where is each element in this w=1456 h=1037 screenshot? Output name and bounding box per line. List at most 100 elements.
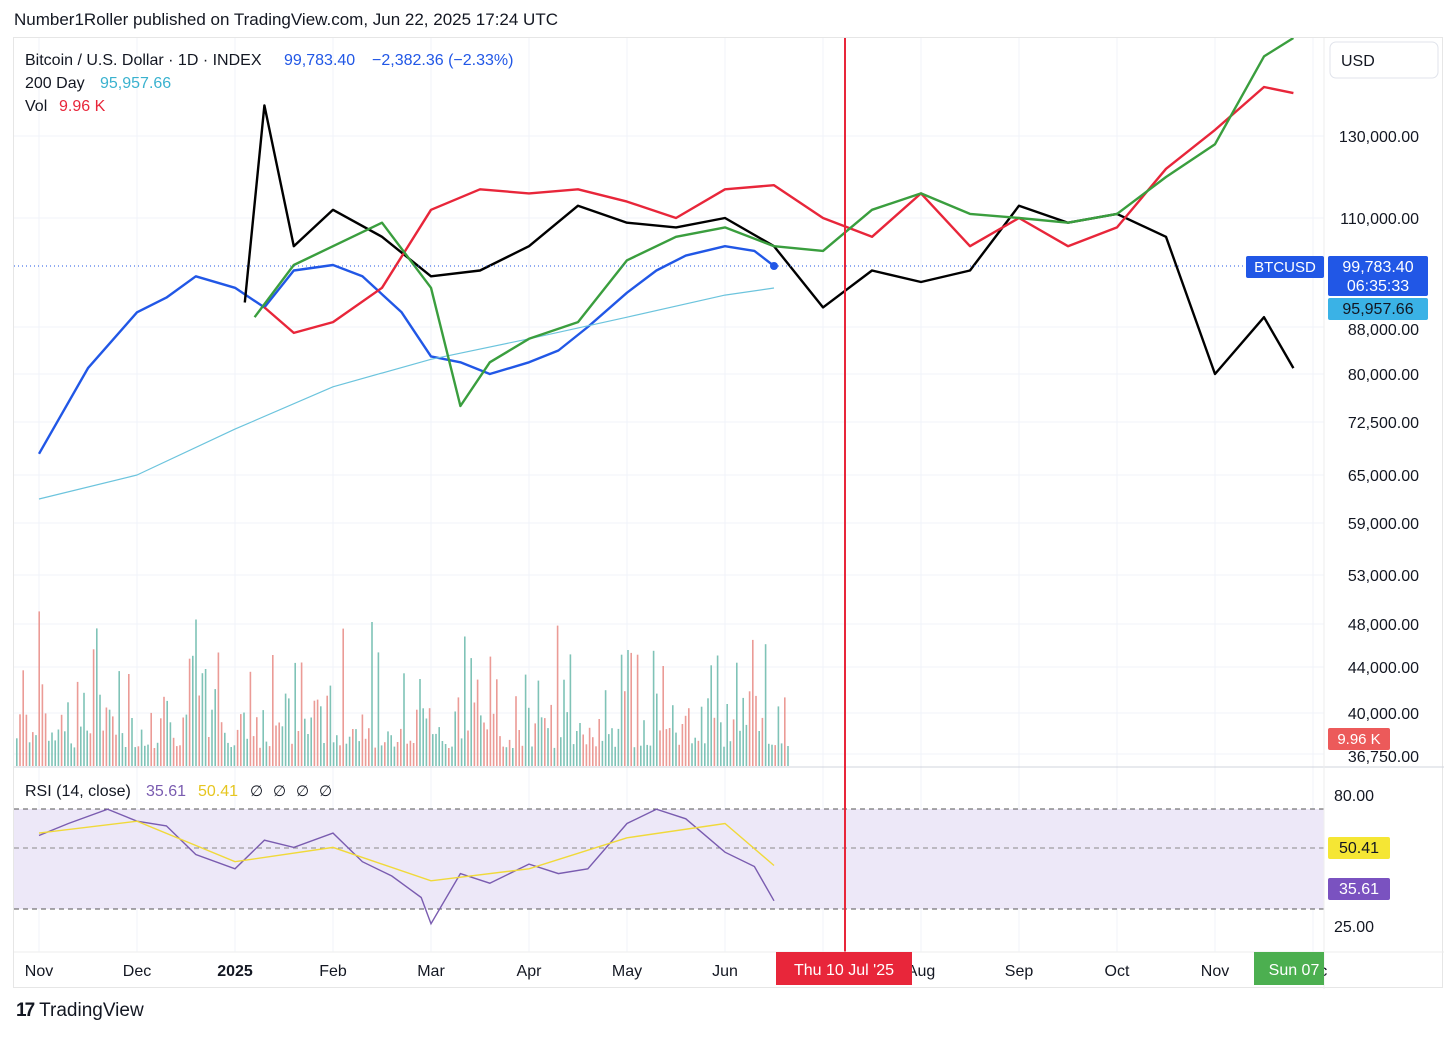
volume-bar bbox=[646, 744, 648, 766]
volume-bar bbox=[28, 742, 31, 766]
volume-bar bbox=[688, 708, 690, 766]
volume-bar bbox=[252, 736, 255, 766]
volume-bar bbox=[121, 733, 124, 766]
volume-bar bbox=[153, 748, 156, 766]
volume-bar bbox=[313, 700, 316, 766]
volume-bar bbox=[720, 722, 722, 766]
tradingview-logo-icon: 17 bbox=[16, 1000, 35, 1021]
volume-bar bbox=[550, 704, 552, 766]
footer-branding: 17 TradingView bbox=[16, 1000, 144, 1022]
volume-bar bbox=[352, 729, 354, 766]
time-tick-label: Sep bbox=[1005, 963, 1034, 980]
volume-bar bbox=[444, 744, 447, 766]
time-tick-label: Oct bbox=[1105, 963, 1130, 980]
volume-bar bbox=[710, 665, 712, 766]
volume-bar bbox=[691, 743, 693, 766]
volume-bar bbox=[105, 707, 108, 766]
price-axis[interactable]: 130,000.00 110,000.00 80,000.00 72,500.00 65… bbox=[1339, 129, 1419, 766]
volume-bar bbox=[748, 691, 751, 766]
volume-bar bbox=[422, 708, 424, 766]
price-badge: 99,783.40 06:35:33 bbox=[1328, 256, 1428, 296]
volume-bar bbox=[288, 698, 290, 766]
price-tick-label: 36,750.00 bbox=[1348, 749, 1419, 766]
chart-canvas[interactable]: Bitcoin / U.S. Dollar · 1D · INDEX 99,78… bbox=[14, 36, 1444, 989]
volume-bar bbox=[185, 714, 188, 766]
volume-bar bbox=[188, 658, 191, 766]
volume-bar bbox=[563, 679, 565, 766]
volume-bar bbox=[342, 628, 344, 766]
volume-bar bbox=[681, 724, 684, 766]
volume-bar bbox=[323, 743, 325, 766]
volume-badge: 9.96 K bbox=[1328, 728, 1390, 750]
rsi-legend-extra-1: ∅ bbox=[250, 783, 263, 800]
currency-label: USD bbox=[1341, 53, 1375, 70]
volume-bar bbox=[70, 743, 72, 766]
volume-bar bbox=[326, 695, 328, 766]
volume-bar bbox=[380, 745, 383, 766]
volume-bar bbox=[48, 740, 50, 766]
volume-bar bbox=[80, 726, 82, 766]
volume-bar bbox=[611, 728, 613, 766]
volume-bar bbox=[448, 748, 450, 766]
volume-bar bbox=[540, 717, 543, 766]
volume-bar bbox=[579, 723, 581, 766]
rsi-legend-extra-3: ∅ bbox=[296, 783, 309, 800]
rsi-lines bbox=[38, 808, 775, 926]
volume-bar bbox=[432, 734, 434, 766]
volume-bar bbox=[169, 722, 172, 766]
volume-bar bbox=[569, 654, 572, 766]
time-axis[interactable]: NovDec2025FebMarAprMayJunJulAugSepOctNov… bbox=[25, 963, 1327, 980]
volume-bar bbox=[176, 746, 178, 766]
volume-bar bbox=[441, 741, 444, 766]
price-tick-label: 65,000.00 bbox=[1348, 468, 1419, 485]
volume-bar bbox=[636, 654, 639, 766]
volume-bar bbox=[592, 737, 594, 766]
volume-bar bbox=[582, 734, 584, 766]
volume-bar bbox=[771, 744, 773, 766]
time-tick-label: Dec bbox=[123, 963, 151, 980]
currency-button[interactable]: USD bbox=[1329, 41, 1439, 79]
volume-bar bbox=[32, 732, 34, 766]
price-tick-label: 88,000.00 bbox=[1348, 322, 1419, 339]
time-tick-label: 2025 bbox=[217, 963, 253, 980]
volume-bar bbox=[534, 723, 536, 766]
rsi-tick-label: 25.00 bbox=[1334, 919, 1374, 936]
volume-bar bbox=[96, 628, 98, 766]
price-tick-label: 40,000.00 bbox=[1348, 706, 1419, 723]
volume-bar bbox=[86, 730, 88, 766]
rsi-band bbox=[14, 809, 1324, 909]
volume-bar bbox=[544, 718, 546, 766]
volume-bar bbox=[336, 735, 338, 766]
volume-bar bbox=[332, 742, 335, 766]
volume-bar bbox=[348, 736, 351, 766]
volume-bar bbox=[649, 745, 652, 766]
volume-bar bbox=[508, 739, 511, 766]
volume-bar bbox=[156, 742, 159, 766]
volume-bar bbox=[483, 722, 485, 766]
volume-bar bbox=[531, 746, 533, 766]
volume-bar bbox=[396, 742, 399, 766]
volume-bar bbox=[684, 715, 687, 766]
volume-bar bbox=[358, 741, 360, 766]
series-line-200-day bbox=[38, 287, 775, 500]
volume-bar bbox=[224, 732, 226, 766]
volume-bar bbox=[678, 744, 680, 766]
volume-bar bbox=[499, 736, 501, 766]
volume-bar bbox=[150, 712, 152, 766]
volume-bar bbox=[435, 733, 437, 766]
legend-price: 99,783.40 bbox=[284, 52, 355, 69]
volume-bar bbox=[732, 719, 735, 766]
rsi-legend-extra-2: ∅ bbox=[273, 783, 286, 800]
vertical-marker-badge: Thu 10 Jul '25 bbox=[776, 952, 912, 985]
volume-bar bbox=[179, 745, 181, 766]
volume-bar bbox=[345, 743, 348, 766]
volume-bar bbox=[672, 705, 674, 766]
price-tick-label: 53,000.00 bbox=[1348, 568, 1419, 585]
legend-vol-label: Vol bbox=[25, 98, 47, 115]
symbol-tag-badge: BTCUSD bbox=[1246, 256, 1324, 278]
volume-bar bbox=[700, 706, 703, 766]
rsi-value-badge: 35.61 bbox=[1328, 878, 1390, 900]
chart-frame[interactable]: Bitcoin / U.S. Dollar · 1D · INDEX 99,78… bbox=[13, 36, 1444, 989]
ma-badge: 95,957.66 bbox=[1328, 298, 1428, 320]
